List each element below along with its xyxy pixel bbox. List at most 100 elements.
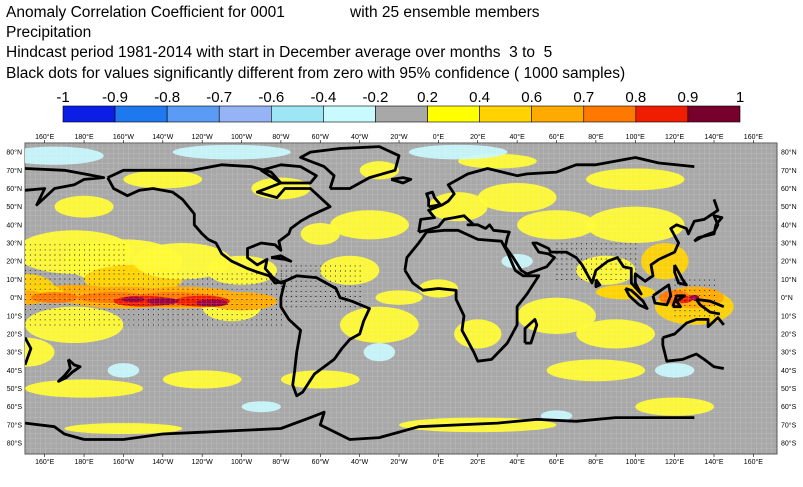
lat-tick-label-right: 40°S xyxy=(781,367,797,375)
legend-tick-label: -0.4 xyxy=(310,89,336,106)
lon-tick-label-top: 60°W xyxy=(312,133,330,141)
acc-region xyxy=(454,319,502,349)
lat-tick-label-right: 10°N xyxy=(781,276,797,284)
lat-tick-label-left: 30°N xyxy=(6,240,22,248)
lat-tick-label-right: 0°N xyxy=(781,294,793,302)
lon-tick-label-top: 160°W xyxy=(113,133,134,141)
lat-tick-label-left: 50°N xyxy=(6,203,22,211)
lat-tick-label-right: 30°N xyxy=(781,240,797,248)
legend-tick-label: -1 xyxy=(56,89,69,106)
legend-swatch xyxy=(271,105,324,123)
title-line-4: Black dots for values significantly diff… xyxy=(6,65,626,82)
lon-tick-label-top: 60°E xyxy=(549,133,565,141)
legend-tick-label: 0.4 xyxy=(469,89,490,106)
legend-swatch xyxy=(166,105,220,123)
lon-tick-label-top: 0°E xyxy=(433,133,445,141)
lon-tick-label-bottom: 20°W xyxy=(390,458,408,466)
coastline-antarctica xyxy=(25,410,695,441)
lat-tick-label-left: 80°S xyxy=(7,440,23,448)
lon-tick-label-top: 120°W xyxy=(192,133,213,141)
lat-tick-label-left: 30°S xyxy=(7,349,23,357)
acc-region xyxy=(517,210,596,240)
lat-tick-label-right: 30°S xyxy=(781,349,797,357)
coastline-cuba xyxy=(270,254,293,263)
lon-tick-label-top: 40°W xyxy=(351,133,369,141)
acc-region xyxy=(586,168,685,191)
acc-region xyxy=(64,423,183,434)
lon-tick-label-top: 40°E xyxy=(510,133,526,141)
coastline-sri-lanka xyxy=(594,278,602,289)
acc-region xyxy=(635,397,715,416)
acc-region xyxy=(363,343,396,362)
lon-tick-label-top: 20°E xyxy=(470,133,486,141)
lon-tick-label-bottom: 60°E xyxy=(549,458,565,466)
color-legend: -1 -0.9 -0.8 -0.7 -0.6 -0.4 -0.2 0.2 0.4 0.6 0.7 0.… xyxy=(56,89,744,123)
acc-region xyxy=(408,144,508,160)
lon-tick-label-bottom: 160°E xyxy=(35,458,54,466)
legend-swatch xyxy=(375,105,428,123)
lat-tick-label-right: 20°S xyxy=(781,330,797,338)
coastline-new-guinea xyxy=(695,298,725,316)
lon-tick-label-bottom: 160°W xyxy=(113,458,134,466)
acc-region xyxy=(428,192,488,222)
acc-region xyxy=(330,210,409,240)
acc-region xyxy=(586,206,685,244)
coastline-north-america xyxy=(106,163,332,285)
acc-region xyxy=(172,144,291,160)
coastline-south-america xyxy=(279,274,371,398)
lon-tick-label-top: 140°E xyxy=(704,133,723,141)
acc-map: 160°E 160°E 180°E 180°E 160°W 160°W 140°W 140°W… xyxy=(6,133,797,466)
acc-region xyxy=(546,359,646,382)
title-line-1-ensemble: with 25 ensemble members xyxy=(350,4,540,21)
legend-tick-label: -0.7 xyxy=(206,89,232,106)
lat-tick-label-left: 10°N xyxy=(6,276,22,284)
legend-tick-label: -0.9 xyxy=(102,89,128,106)
coastline-australia xyxy=(25,316,725,370)
acc-region xyxy=(25,337,55,367)
lon-tick-label-bottom: 60°W xyxy=(312,458,330,466)
legend-swatch xyxy=(531,105,585,123)
acc-region xyxy=(241,401,281,413)
acc-region xyxy=(25,379,144,398)
lat-tick-label-left: 40°S xyxy=(7,367,23,375)
lat-tick-label-left: 50°S xyxy=(7,385,23,393)
lon-tick-label-top: 100°W xyxy=(231,133,252,141)
acc-region xyxy=(30,292,79,304)
lon-tick-label-bottom: 40°W xyxy=(351,458,369,466)
lon-tick-label-bottom: 80°W xyxy=(272,458,290,466)
acc-region xyxy=(359,161,400,180)
legend-tick-label: -0.2 xyxy=(363,89,389,106)
acc-region xyxy=(641,243,689,280)
legend-tick-label: 0.7 xyxy=(573,89,594,106)
lon-tick-label-bottom: 120°E xyxy=(665,458,684,466)
lon-tick-label-bottom: 120°W xyxy=(192,458,213,466)
legend-tick-label: 0.8 xyxy=(625,89,646,106)
grid-lines xyxy=(25,143,777,454)
acc-region xyxy=(206,292,277,311)
legend-swatch xyxy=(427,105,480,123)
lat-tick-label-right: 50°S xyxy=(781,385,797,393)
legend-swatch xyxy=(635,105,689,123)
acc-region xyxy=(54,195,114,218)
coastline-uk xyxy=(425,190,442,209)
lon-tick-label-bottom: 140°W xyxy=(152,458,173,466)
lon-tick-label-top: 120°E xyxy=(665,133,684,141)
lat-tick-label-right: 60°N xyxy=(781,185,797,193)
legend-tick-label: 0.2 xyxy=(417,89,438,106)
acc-region xyxy=(280,370,360,389)
legend-tick-label: 1 xyxy=(736,89,744,106)
coastline-sumatra xyxy=(624,287,649,310)
acc-region xyxy=(300,223,340,245)
lat-tick-label-right: 70°S xyxy=(781,421,797,429)
lon-tick-label-top: 180°E xyxy=(74,133,93,141)
coastline-japan xyxy=(693,214,724,243)
title-line-2: Precipitation xyxy=(6,24,92,41)
lon-tick-label-top: 80°W xyxy=(272,133,290,141)
coastline-africa xyxy=(403,228,541,363)
title-line-1: Anomaly Correlation Coefficient for 0001 xyxy=(6,4,285,21)
legend-swatch xyxy=(114,105,168,123)
coastline-madagascar xyxy=(523,318,539,345)
coastline-eurasia xyxy=(25,156,720,296)
lat-tick-label-left: 10°S xyxy=(7,312,23,320)
acc-region xyxy=(25,146,104,165)
